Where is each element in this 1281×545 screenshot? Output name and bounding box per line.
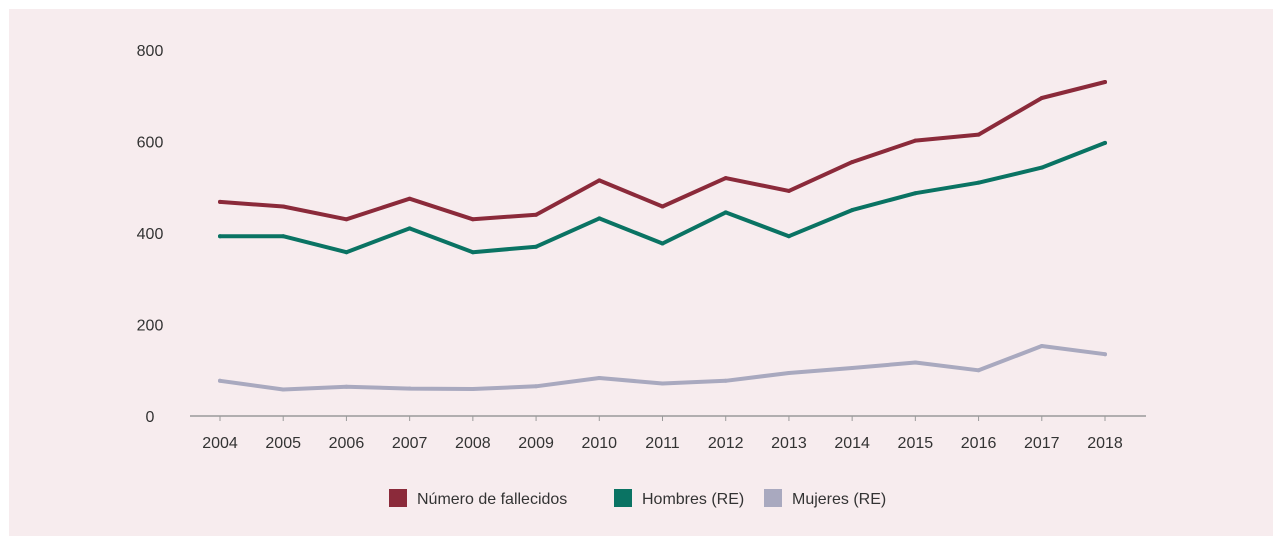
series-line-1	[218, 140, 1107, 255]
legend: Número de fallecidos Hombres (RE) Mujeres …	[389, 489, 886, 508]
x-tick-label: 2007	[392, 435, 428, 452]
y-tick-label: 0	[146, 409, 155, 426]
x-tick-label: 2012	[708, 435, 744, 452]
data-point	[850, 365, 855, 370]
data-point	[786, 188, 791, 193]
data-point	[281, 204, 286, 209]
data-point	[723, 210, 728, 215]
data-point	[660, 381, 665, 386]
data-point	[1039, 344, 1044, 349]
data-point	[344, 217, 349, 222]
y-axis-ticks: 0 200 400 600 800	[137, 43, 164, 426]
data-point	[660, 204, 665, 209]
data-point	[597, 216, 602, 221]
data-point	[913, 360, 918, 365]
data-point	[534, 212, 539, 217]
data-point	[344, 384, 349, 389]
x-tick-label: 2017	[1024, 435, 1060, 452]
x-tick-label: 2006	[329, 435, 365, 452]
data-point	[534, 384, 539, 389]
x-tick-label: 2004	[202, 435, 238, 452]
data-point	[913, 191, 918, 196]
x-tick-label: 2015	[898, 435, 934, 452]
y-tick-label: 800	[137, 43, 164, 60]
x-tick-label: 2008	[455, 435, 491, 452]
x-tick-label: 2013	[771, 435, 807, 452]
chart-background	[9, 9, 1273, 536]
data-point	[597, 376, 602, 381]
legend-label: Hombres (RE)	[642, 491, 744, 508]
data-point	[218, 234, 222, 239]
data-point	[976, 132, 981, 137]
data-point	[534, 244, 539, 249]
x-tick-label: 2016	[961, 435, 997, 452]
legend-label: Número de fallecidos	[417, 491, 567, 508]
data-point	[976, 180, 981, 185]
data-point	[470, 387, 475, 392]
x-tick-label: 2011	[645, 435, 680, 452]
data-point	[218, 199, 222, 204]
data-point	[723, 176, 728, 181]
data-point	[407, 196, 412, 201]
data-point	[407, 226, 412, 231]
data-point	[660, 241, 665, 246]
x-tick-label: 2009	[518, 435, 554, 452]
x-tick-label: 2005	[265, 435, 301, 452]
series-line-0	[218, 80, 1107, 222]
data-point	[723, 378, 728, 383]
data-point	[1039, 165, 1044, 170]
data-point	[407, 386, 412, 391]
y-tick-label: 200	[137, 318, 164, 335]
legend-label: Mujeres (RE)	[792, 491, 886, 508]
data-point	[344, 250, 349, 255]
y-tick-label: 400	[137, 226, 164, 243]
x-axis-ticks: 2004 2005 2006 2007 2008 2009 2010 2011 2012 2013…	[202, 416, 1123, 452]
data-point	[1039, 96, 1044, 101]
y-tick-label: 600	[137, 135, 164, 152]
data-point	[1103, 352, 1107, 357]
data-point	[281, 234, 286, 239]
series-lines	[218, 80, 1107, 392]
data-point	[1103, 80, 1107, 85]
data-point	[976, 368, 981, 373]
x-tick-label: 2018	[1087, 435, 1123, 452]
data-point	[470, 250, 475, 255]
data-point	[597, 178, 602, 183]
data-point	[281, 387, 286, 392]
data-point	[218, 378, 222, 383]
data-point	[913, 138, 918, 143]
x-tick-label: 2010	[581, 435, 617, 452]
data-point	[850, 160, 855, 165]
data-point	[786, 370, 791, 375]
x-tick-label: 2014	[834, 435, 870, 452]
legend-swatch	[389, 489, 407, 507]
data-point	[470, 217, 475, 222]
legend-swatch	[764, 489, 782, 507]
data-point	[850, 208, 855, 213]
data-point	[1103, 140, 1107, 145]
legend-swatch	[614, 489, 632, 507]
data-point	[786, 234, 791, 239]
